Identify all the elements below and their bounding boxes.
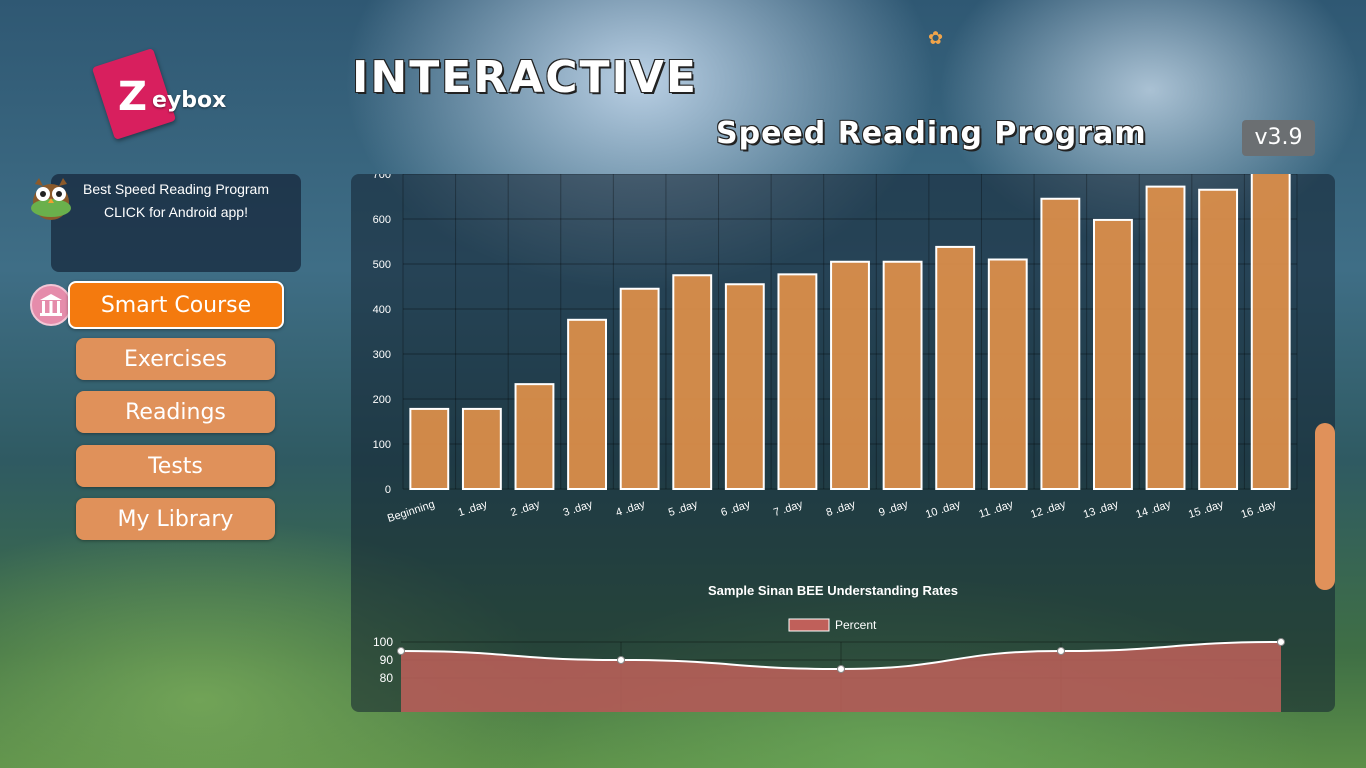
bar [1040,197,1081,490]
line-point [1057,647,1065,655]
line-point [397,647,405,655]
page-title: INTERACTIVE [352,52,698,103]
bar [567,318,607,490]
logo-text: eybox [152,88,227,113]
line-y-tick-label: 90 [380,653,394,667]
bar [409,407,450,490]
legend-label: Percent [835,618,877,632]
nav-readings-button[interactable]: Readings [76,391,275,433]
charts-panel[interactable]: 0 100 200 300 400 500 600 700 Beginning 1 .day 2 .… [351,174,1335,712]
bar [987,258,1028,490]
android-promo-banner[interactable]: Best Speed Reading Program CLICK for And… [31,174,301,272]
bar [1093,218,1133,491]
bar [1250,174,1291,490]
page-subtitle: Speed Reading Program [716,116,1147,151]
understanding-rate-chart: Sample Sinan BEE Understanding Rates Perc… [373,583,1285,712]
library-icon [30,284,72,326]
bar [514,383,555,490]
owl-icon [31,178,71,220]
line-point [1277,638,1285,646]
line-point [617,656,625,664]
panel-scrollbar[interactable] [1315,423,1335,590]
legend-swatch [788,618,830,632]
nav-my-library-button[interactable]: My Library [76,498,275,540]
line-chart-title: Sample Sinan BEE Understanding Rates [708,583,958,598]
version-badge: v3.9 [1242,120,1315,156]
flower-icon: ✿ [928,28,944,49]
bar-y-tick-label: 0 [385,484,391,496]
bar [777,273,818,490]
zeybox-logo[interactable]: Z eybox [91,47,256,141]
bar [461,407,502,490]
logo-initial: Z [118,74,148,120]
bar-y-tick-label: 700 [373,174,391,181]
bar-y-tick-label: 200 [373,394,391,406]
bar [672,274,713,490]
bar [935,245,976,491]
bar-y-tick-label: 100 [373,439,391,451]
bar [619,287,660,490]
nav-smart-course-button[interactable]: Smart Course [68,281,284,329]
nav-exercises-button[interactable]: Exercises [76,338,275,380]
bar [830,260,870,490]
nav-tests-button[interactable]: Tests [76,445,275,487]
bar [882,260,923,490]
line-point [837,665,845,673]
bar [724,283,765,490]
line-y-tick-label: 80 [380,671,394,685]
bar-y-tick-label: 600 [373,214,391,226]
bar-y-tick-label: 300 [373,349,391,361]
line-y-tick-label: 100 [373,635,393,649]
bar-y-tick-label: 400 [373,304,391,316]
promo-line-1: Best Speed Reading Program [83,181,269,197]
promo-line-2: CLICK for Android app! [104,204,248,220]
bar-y-tick-label: 500 [373,259,391,271]
bar [1145,185,1186,490]
area-fill [401,642,1281,712]
bar [1198,188,1239,490]
